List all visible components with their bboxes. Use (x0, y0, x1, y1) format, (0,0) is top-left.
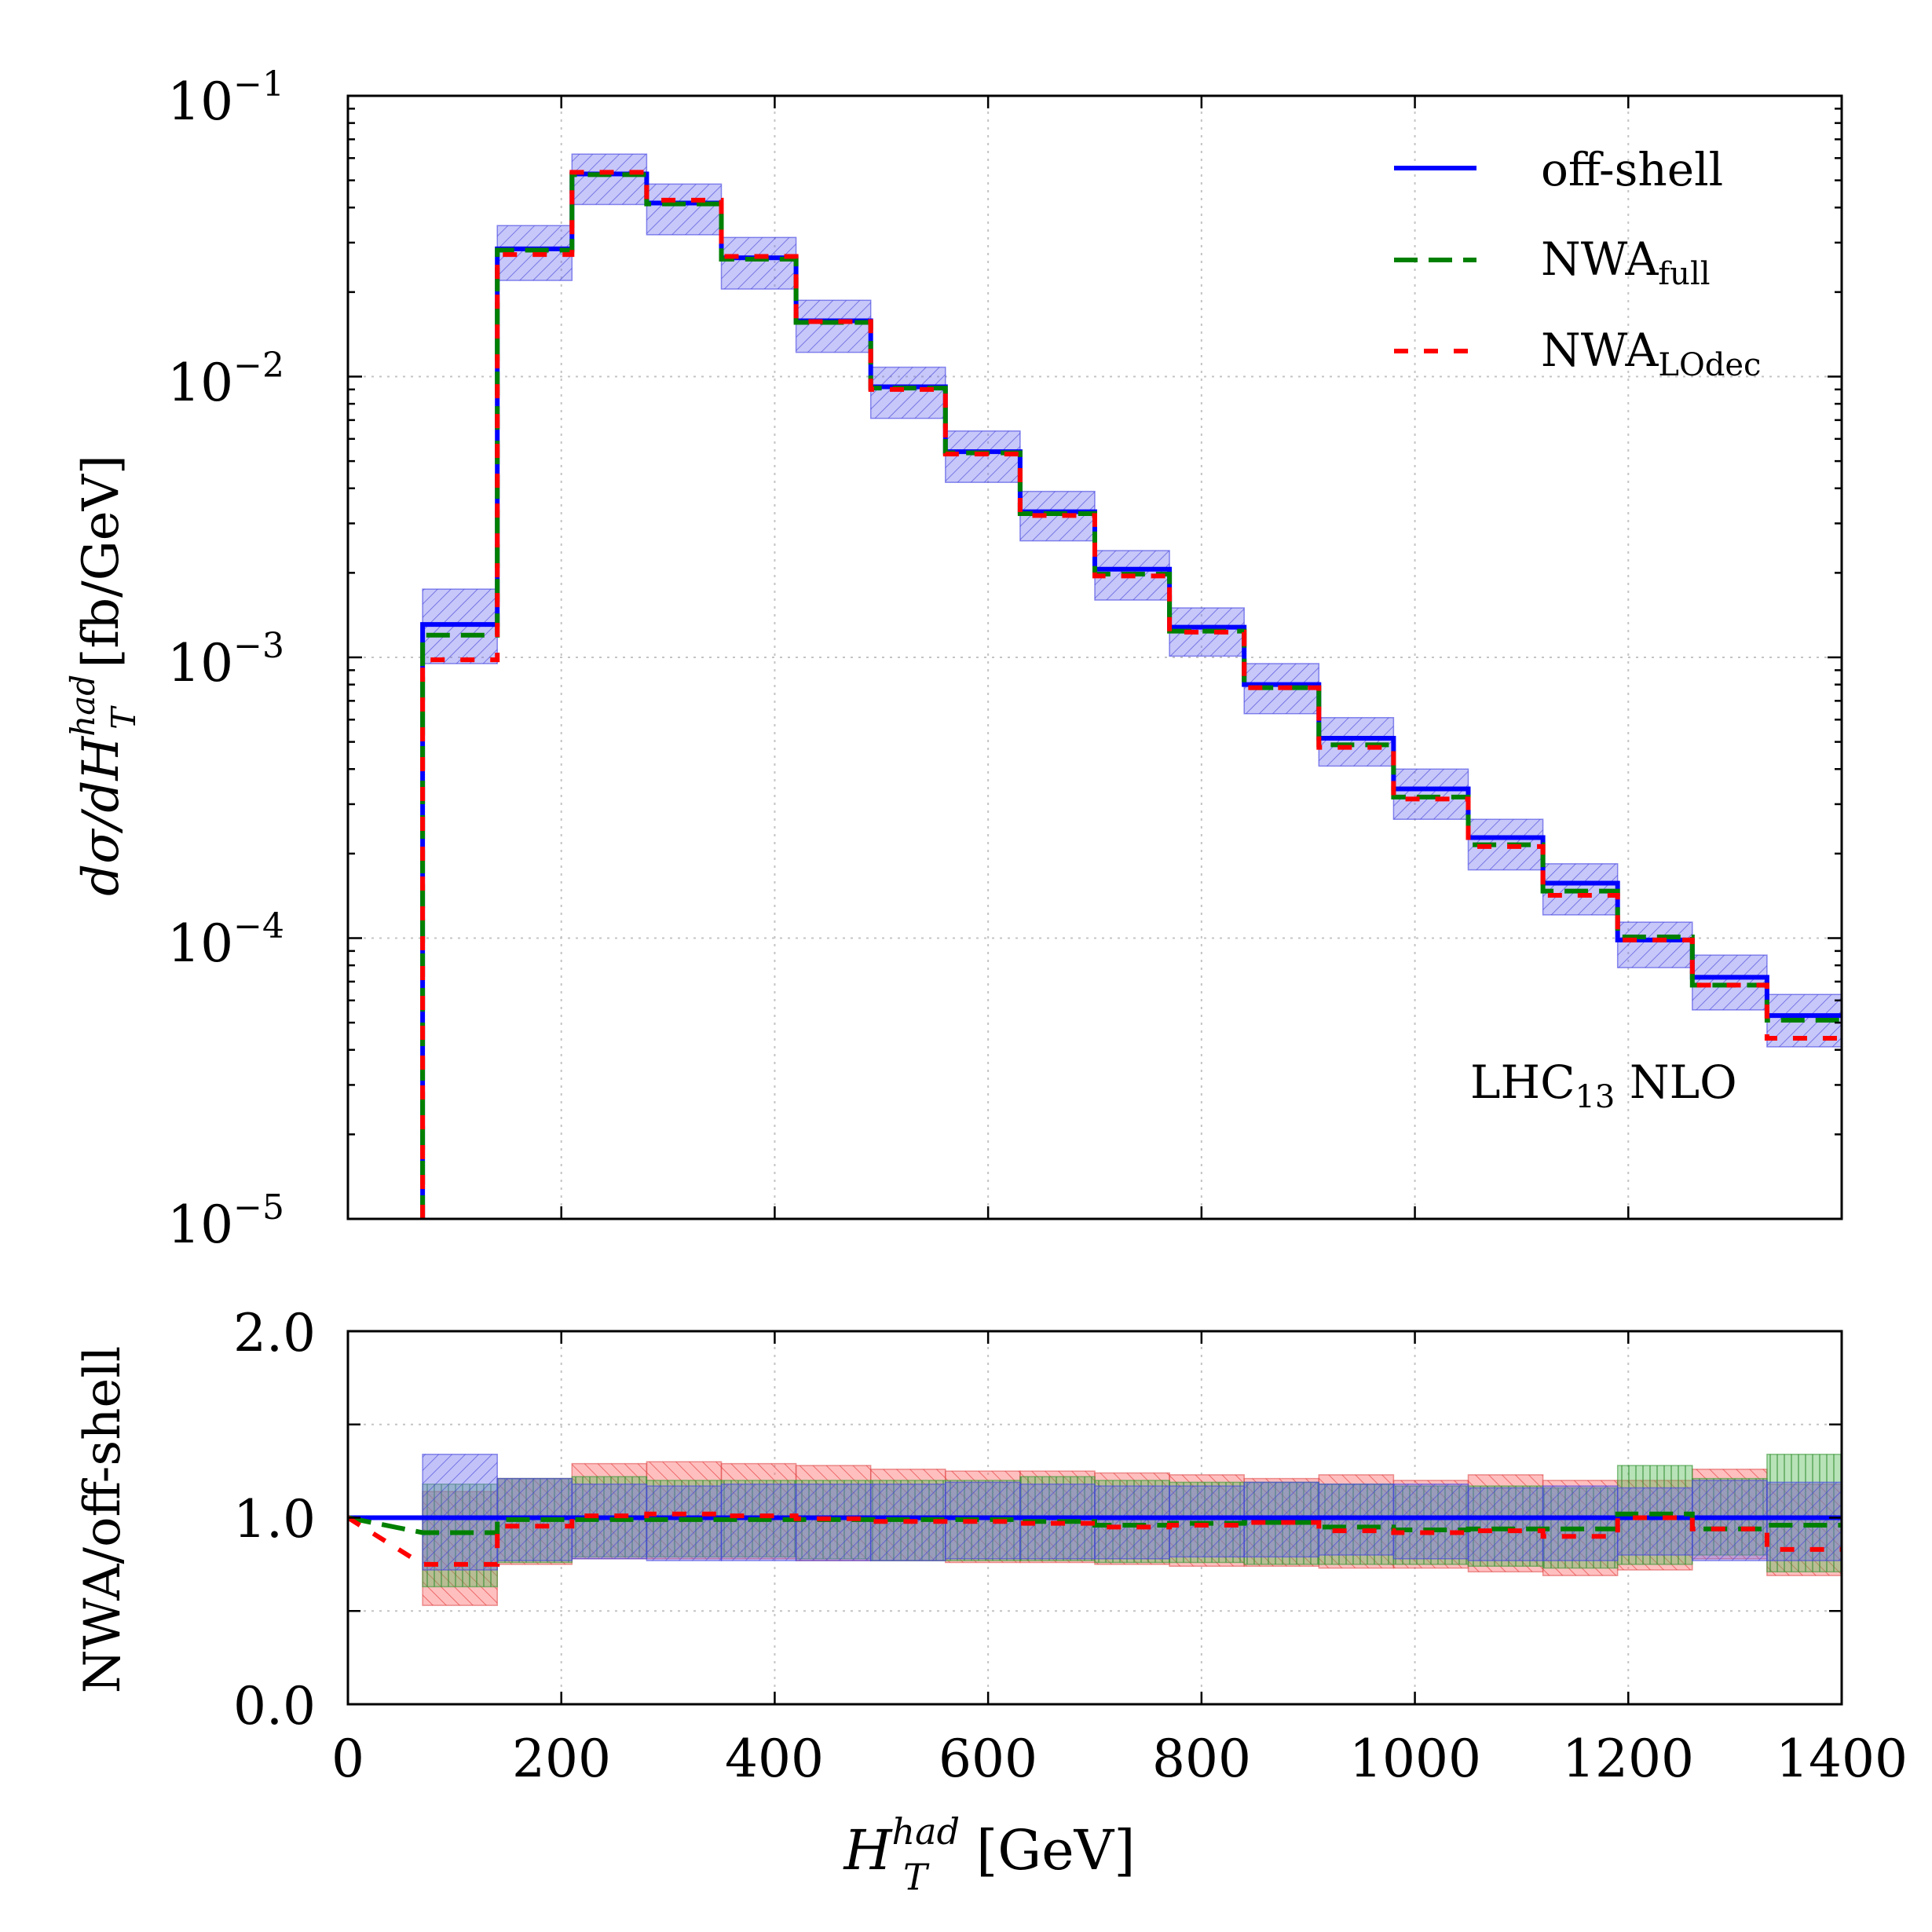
x-tick-label: 1400 (1776, 1729, 1908, 1789)
ratio-y-tick-labels: 2.0 1.0 0.0 (233, 1303, 316, 1736)
x-axis-label: Hhad T [GeV] (843, 1810, 1136, 1898)
band-hatch (1319, 717, 1394, 767)
ratio-band-off-shell-hatch (423, 1454, 498, 1570)
main-y-tick-labels: 10−1 10−2 10−3 10−4 10−5 (167, 64, 284, 1255)
y-tick-label: 10−3 (167, 626, 284, 693)
main-plot-panel: 10−1 10−2 10−3 10−4 10−5 dσ/dHhadT [fb/G… (64, 64, 1843, 1255)
legend-label-nwa-lodec: NWALOdec (1541, 324, 1761, 383)
y-tick-label: 10−1 (167, 64, 284, 132)
x-tick-labels: 0 200 400 600 800 1000 1200 1400 (331, 1729, 1908, 1789)
ratio-y-axis-label: NWA/off-shell (74, 1346, 132, 1694)
y-tick-label: 10−5 (167, 1187, 284, 1255)
band-hatch (1692, 955, 1767, 1010)
ratio-series-lines (348, 1511, 1842, 1567)
ratio-band-off-shell-hatch (796, 1484, 871, 1561)
lhc-annotation: LHC13 NLO (1470, 1056, 1737, 1115)
x-tick-label: 400 (725, 1729, 824, 1789)
ratio-band-off-shell-hatch (1542, 1486, 1618, 1561)
y-tick-label: 10−4 (167, 906, 284, 974)
ratio-band-off-shell-hatch (646, 1486, 722, 1561)
main-series-lines (420, 170, 1842, 1219)
x-tick-label: 0 (331, 1729, 364, 1789)
x-tick-label: 200 (512, 1729, 611, 1789)
ratio-y-tick-label: 2.0 (233, 1303, 316, 1363)
ratio-line-nwa-lodec (348, 1511, 1842, 1567)
band-hatch (796, 300, 871, 353)
ratio-y-tick-label: 1.0 (233, 1489, 316, 1550)
band-hatch (945, 430, 1020, 483)
main-y-axis-label: dσ/dHhadT [fb/GeV] (64, 455, 143, 896)
main-axis-ticks (346, 94, 1843, 1220)
x-tick-label: 1200 (1562, 1729, 1694, 1789)
ratio-band-off-shell-hatch (1095, 1486, 1170, 1559)
ratio-band-off-shell-hatch (1692, 1480, 1767, 1561)
ratio-band-off-shell-hatch (1766, 1482, 1842, 1561)
band-hatch (721, 237, 796, 290)
x-tick-label: 800 (1152, 1729, 1251, 1789)
ratio-band-off-shell-hatch (1468, 1487, 1543, 1561)
band-hatch (572, 154, 647, 205)
main-grid (348, 96, 1842, 1219)
legend: off-shell NWAfull NWALOdec (1394, 143, 1761, 383)
ratio-band-off-shell-hatch (1393, 1484, 1469, 1559)
band-hatch (870, 367, 946, 419)
band-hatch (1617, 922, 1692, 968)
ratio-axis-ticks (346, 1330, 1843, 1706)
band-hatch (1393, 769, 1469, 820)
band-hatch (646, 184, 722, 235)
y-tick-label: 10−2 (167, 346, 284, 413)
ratio-band-off-shell-hatch (721, 1484, 796, 1561)
ratio-band-off-shell-hatch (1617, 1487, 1692, 1555)
legend-label-nwa-full: NWAfull (1541, 232, 1711, 292)
x-tick-label: 1000 (1349, 1729, 1481, 1789)
ratio-plot-panel: 2.0 1.0 0.0 NWA/off-shell 0 200 400 600 … (74, 1303, 1908, 1898)
x-tick-label: 600 (939, 1729, 1037, 1789)
legend-label-offshell: off-shell (1541, 143, 1723, 196)
ratio-y-tick-label: 0.0 (233, 1676, 316, 1736)
series-line-nwa-lodec (420, 170, 1842, 1219)
band-hatch (1019, 491, 1095, 541)
